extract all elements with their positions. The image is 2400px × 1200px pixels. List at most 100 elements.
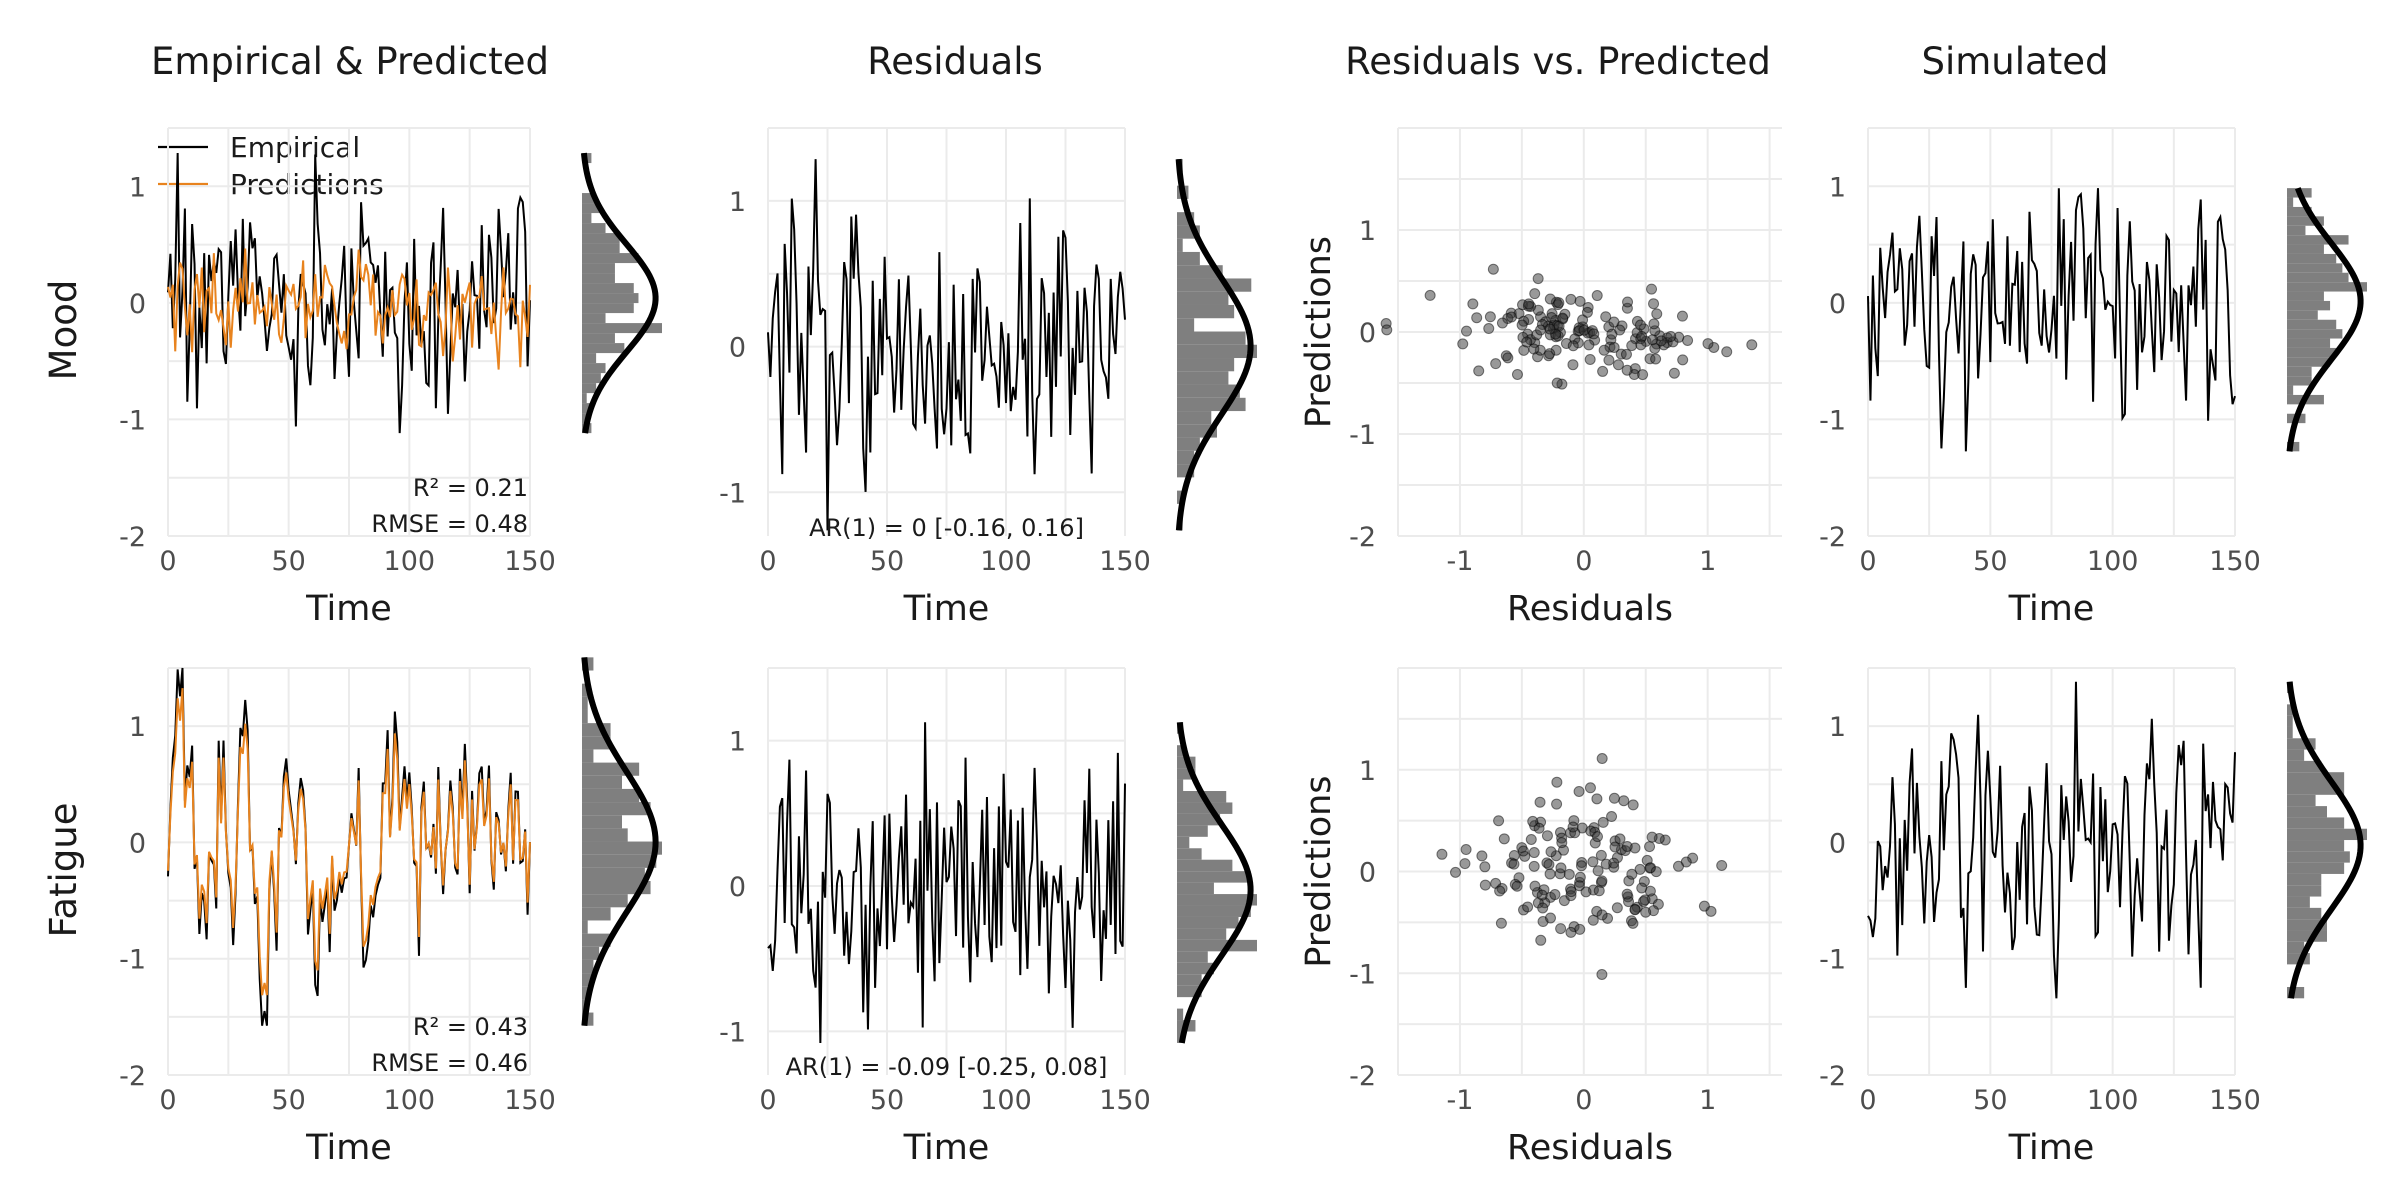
scatter-point (1597, 365, 1609, 377)
scatter-point (1511, 368, 1523, 380)
histogram-bar (582, 353, 597, 364)
histogram-bar (1177, 384, 1240, 398)
scatter-point (1672, 860, 1684, 872)
y-tick-label: 1 (129, 712, 146, 743)
scatter-point (1461, 325, 1473, 337)
x-tick-label: 100 (980, 546, 1032, 577)
histogram-bar (1177, 985, 1202, 998)
annotation-text: RMSE = 0.46 (371, 1049, 528, 1077)
marginal-histogram-0-3 (2286, 187, 2367, 452)
histogram-bar (582, 193, 597, 204)
y-axis-label: Predictions (1299, 775, 1339, 967)
scatter-point (1556, 837, 1568, 849)
histogram-bar (2287, 366, 2312, 377)
column-title-simulated: Simulated (1922, 40, 2109, 83)
scatter-point (1493, 815, 1505, 827)
histogram-bar (582, 373, 601, 384)
scatter-point (1525, 833, 1537, 845)
histogram-bar (1177, 894, 1257, 906)
scatter-point (1676, 310, 1688, 322)
histogram-bar (2287, 357, 2331, 367)
histogram-bar (582, 303, 634, 314)
y-tick-label: -1 (1819, 405, 1846, 436)
marginal-histogram-1-1 (1176, 721, 1257, 1044)
histogram-bar (2287, 862, 2345, 874)
scatter-point (1551, 798, 1563, 810)
panel-0-2: -1 0 1 -2 -1 0 1 Residuals Predictions (1299, 127, 1782, 629)
x-tick-label: 100 (384, 1085, 436, 1116)
legend-label-empirical: Empirical (230, 131, 360, 164)
scatter-point (1517, 845, 1529, 857)
density-curve (580, 152, 659, 434)
histogram-bar (1177, 859, 1233, 872)
histogram-bar (2287, 760, 2322, 773)
scatter-point (1471, 312, 1483, 324)
scatter-point (1565, 926, 1577, 938)
scatter-point (1650, 353, 1662, 365)
scatter-point (1555, 923, 1567, 935)
y-tick-label: -1 (1349, 959, 1376, 990)
histogram-bar (1177, 331, 1246, 345)
x-axis-label: Time (305, 1128, 392, 1168)
scatter-point (1651, 308, 1663, 320)
histogram-bar (2287, 300, 2331, 311)
x-tick-label: 150 (1099, 546, 1151, 577)
histogram-bar (1177, 848, 1202, 860)
histogram-bar (2287, 726, 2293, 739)
scatter-point (1621, 364, 1633, 376)
histogram-bar (582, 203, 601, 214)
panel-0-1: 0 50 100 150 -1 0 1 Time AR(1) = 0 [-0.16, 0.16] (719, 127, 1151, 629)
histogram-bar (1177, 813, 1221, 826)
scatter-point (1646, 831, 1658, 843)
scatter-point (1596, 753, 1608, 765)
y-tick-label: -1 (1349, 420, 1376, 451)
histogram-bar (2287, 329, 2343, 339)
scatter-point (1581, 306, 1593, 318)
histogram-bar (1177, 278, 1252, 292)
scatter-point (1450, 866, 1462, 878)
histogram-bar (1177, 916, 1239, 929)
panel-1-0: 0 50 100 150 -2 -1 0 1 Time R² = 0.43 RMSE = 0.46 (119, 667, 556, 1168)
scatter-point (1537, 902, 1549, 914)
histogram-bar (582, 802, 651, 816)
scatter-point (1608, 316, 1620, 328)
scatter-point (1555, 862, 1567, 874)
series-line-residuals (767, 722, 1126, 1043)
x-tick-label: 150 (504, 546, 556, 577)
y-tick-label: 1 (729, 727, 746, 758)
panel-0-3: 0 50 100 150 -2 -1 0 1 Time (1819, 127, 2261, 629)
y-tick-label: -1 (119, 405, 146, 436)
series-line-predictions (167, 248, 531, 370)
histogram-bar (582, 313, 606, 324)
x-tick-label: 50 (1973, 546, 2007, 577)
scatter-point (1479, 879, 1491, 891)
scatter-point (1544, 912, 1556, 924)
histogram-bar (2287, 783, 2345, 795)
scatter-point (1511, 880, 1523, 892)
histogram-bar (582, 223, 606, 234)
y-tick-label: 1 (129, 172, 146, 203)
scatter-point (1611, 902, 1623, 914)
histogram-bar (2287, 704, 2293, 716)
scatter-point (1621, 888, 1633, 900)
scatter-point (1457, 338, 1469, 350)
scatter-point (1593, 885, 1605, 897)
scatter-point (1603, 354, 1615, 366)
histogram-bar (582, 253, 639, 264)
scatter-point (1626, 340, 1638, 352)
x-tick-label: 50 (1973, 1085, 2007, 1116)
y-tick-label: -1 (1819, 945, 1846, 976)
x-tick-label: 150 (2209, 546, 2261, 577)
y-tick-label: 0 (1359, 318, 1376, 349)
scatter-point (1595, 849, 1607, 861)
scatter-point (1584, 782, 1596, 794)
scatter-point (1591, 831, 1603, 843)
scatter-point (1618, 795, 1630, 807)
scatter-point (1591, 793, 1603, 805)
x-tick-label: 0 (159, 1085, 176, 1116)
x-tick-label: -1 (1446, 546, 1473, 577)
histogram-bar (582, 736, 611, 750)
scatter-point (1608, 341, 1620, 353)
scatter-point (1490, 358, 1502, 370)
histogram-bar (1177, 882, 1214, 895)
